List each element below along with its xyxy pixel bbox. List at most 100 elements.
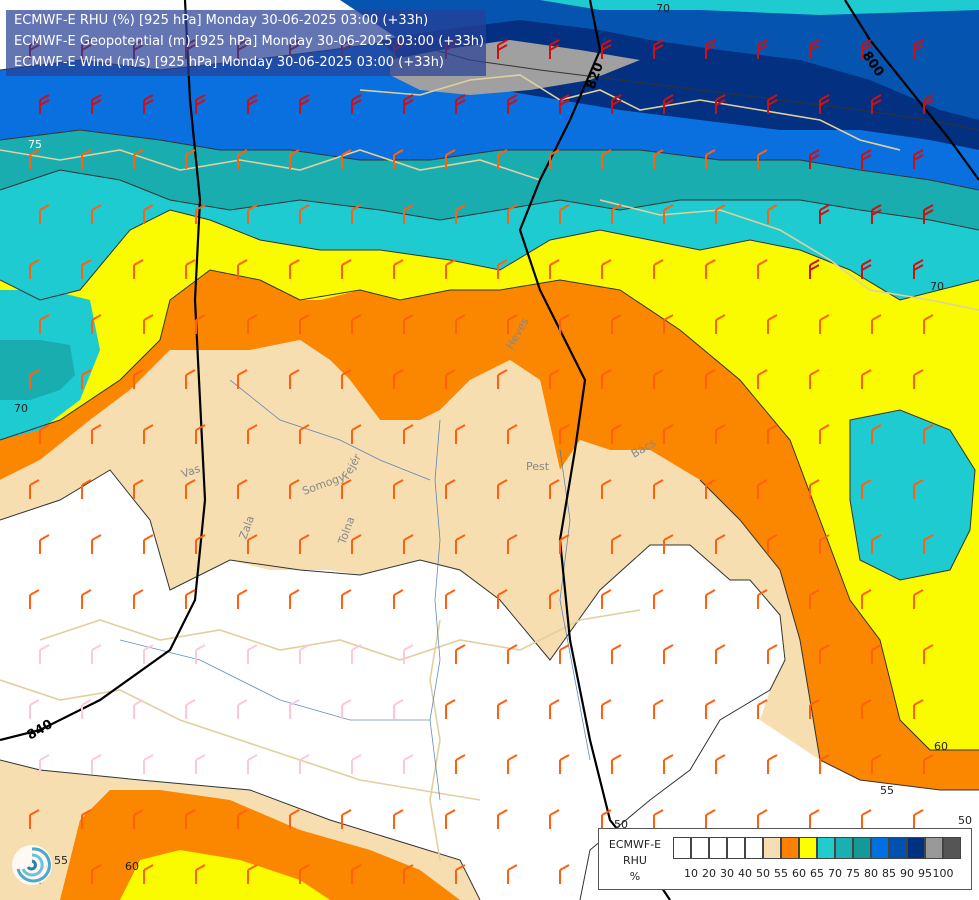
rh-band-65-bottom — [120, 850, 330, 900]
wind-barb-icon — [611, 424, 622, 444]
rhu-legend: ECMWF-E RHU % 10 20 30 40 50 55 60 65 70 75 80 85 90… — [598, 828, 972, 890]
wind-barb-icon — [871, 94, 882, 114]
wind-barb-icon — [923, 424, 934, 444]
wind-barb-icon — [715, 424, 726, 444]
wind-barb-icon — [133, 479, 144, 499]
wind-barb-icon — [91, 644, 102, 664]
wind-barb-icon — [39, 754, 50, 774]
wind-barb-icon — [507, 754, 518, 774]
wind-barb-icon — [809, 589, 820, 609]
wind-barb-icon — [403, 204, 414, 224]
wind-barb-icon — [185, 369, 196, 389]
wind-barb-icon — [81, 699, 92, 719]
wind-barb-icon — [185, 479, 196, 499]
wind-barb-icon — [507, 864, 518, 884]
wind-barb-icon — [195, 864, 206, 884]
wind-barb-icon — [653, 699, 664, 719]
wind-barb-icon — [549, 479, 560, 499]
wind-barb-icon — [195, 204, 206, 224]
rh-label: 70 — [656, 2, 670, 15]
wind-barb-icon — [81, 809, 92, 829]
wind-barb-icon — [455, 424, 466, 444]
wind-barb-icon — [715, 534, 726, 554]
wind-barb-icon — [913, 479, 924, 499]
wind-barb-icon — [819, 754, 830, 774]
rh-label: 50 — [958, 814, 972, 827]
wind-barb-icon — [403, 314, 414, 334]
wind-barb-icon — [29, 809, 40, 829]
wind-barb-icon — [507, 424, 518, 444]
wind-barb-icon — [549, 809, 560, 829]
wind-barb-icon — [195, 424, 206, 444]
wind-barb-icon — [601, 699, 612, 719]
wind-barb-icon — [351, 534, 362, 554]
rh-label: 75 — [28, 138, 42, 151]
wind-barb-icon — [351, 94, 362, 114]
wind-barb-icon — [195, 94, 206, 114]
wind-barb-icon — [549, 589, 560, 609]
place-label: Pest — [526, 460, 550, 473]
wind-barb-icon — [455, 94, 466, 114]
wind-barb-icon — [819, 644, 830, 664]
wind-barb-icon — [195, 644, 206, 664]
legend-swatch — [889, 837, 907, 859]
wind-barb-icon — [601, 479, 612, 499]
rh-band-55-middle — [0, 340, 820, 760]
wind-barb-icon — [663, 754, 674, 774]
wind-barb-icon — [91, 204, 102, 224]
wind-barb-icon — [351, 204, 362, 224]
wind-barb-icon — [133, 809, 144, 829]
wind-barb-icon — [705, 479, 716, 499]
wind-barb-icon — [393, 369, 404, 389]
wind-barb-icon — [923, 204, 934, 224]
wind-barb-icon — [81, 259, 92, 279]
wind-barb-icon — [81, 149, 92, 169]
wind-barb-icon — [653, 809, 664, 829]
wind-barb-icon — [39, 204, 50, 224]
wind-barb-icon — [403, 94, 414, 114]
legend-swatch — [709, 837, 727, 859]
wind-barb-icon — [195, 534, 206, 554]
wind-barb-icon — [663, 424, 674, 444]
wind-barb-icon — [351, 864, 362, 884]
wind-barb-icon — [247, 534, 258, 554]
wind-barb-icon — [871, 204, 882, 224]
rh-band-70-top — [540, 0, 979, 15]
wind-barb-icon — [497, 39, 508, 59]
wind-barb-icon — [611, 644, 622, 664]
wind-barb-icon — [497, 149, 508, 169]
legend-tick-label: 95 — [918, 867, 932, 880]
wind-barb-icon — [913, 259, 924, 279]
wind-barb-icon — [507, 204, 518, 224]
wind-barb-icon — [715, 314, 726, 334]
wind-barb-icon — [549, 39, 560, 59]
rh-label: 50 — [614, 818, 628, 831]
wind-barb-icon — [247, 754, 258, 774]
rhu-title: ECMWF-E RHU (%) [925 hPa] Monday 30-06-2… — [14, 13, 429, 28]
wind-barb-icon — [341, 699, 352, 719]
wind-barb-icon — [757, 149, 768, 169]
wind-barb-icon — [559, 94, 570, 114]
wind-barb-icon — [341, 149, 352, 169]
wind-barb-icon — [143, 644, 154, 664]
legend-swatch — [691, 837, 709, 859]
wind-barb-icon — [757, 809, 768, 829]
wind-barb-icon — [861, 589, 872, 609]
legend-variable: RHU — [623, 854, 647, 867]
wind-barb-icon — [809, 809, 820, 829]
legend-tick-label: 70 — [828, 867, 842, 880]
rh-label: 55 — [54, 854, 68, 867]
wind-barb-icon — [757, 699, 768, 719]
wind-barb-icon — [455, 864, 466, 884]
wind-barb-icon — [507, 644, 518, 664]
legend-swatch — [853, 837, 871, 859]
wind-barb-icon — [767, 424, 778, 444]
wind-barb-icon — [913, 699, 924, 719]
wind-barb-icon — [195, 754, 206, 774]
wind-barb-icon — [913, 149, 924, 169]
wind-barb-icon — [455, 644, 466, 664]
wind-barb-icon — [663, 94, 674, 114]
wind-barb-icon — [455, 754, 466, 774]
wind-barb-icon — [663, 534, 674, 554]
